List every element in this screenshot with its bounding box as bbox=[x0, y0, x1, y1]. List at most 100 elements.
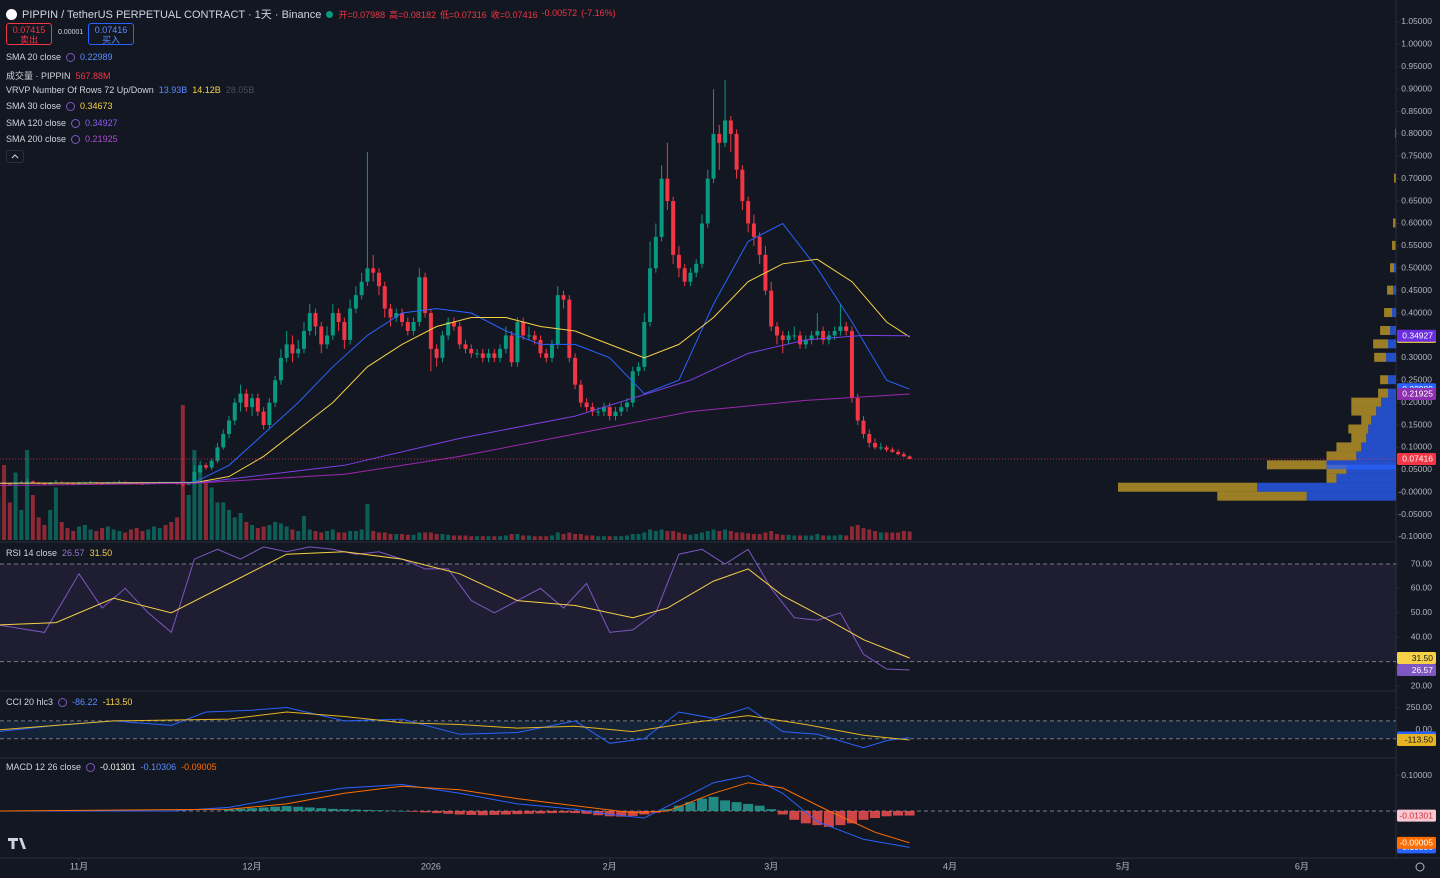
volume-bar bbox=[238, 513, 243, 540]
candle-body bbox=[711, 133, 716, 179]
profile-up bbox=[1381, 397, 1396, 407]
histogram-bar bbox=[408, 810, 419, 812]
legend-row[interactable]: CCI 20 hlc3 -86.22 -113.50 bbox=[6, 697, 132, 707]
collapse-button[interactable] bbox=[6, 150, 24, 163]
candle-body bbox=[901, 454, 906, 457]
profile-up bbox=[1388, 339, 1396, 349]
volume-bar bbox=[411, 534, 416, 540]
profile-up bbox=[1388, 388, 1396, 398]
volume-bar bbox=[798, 535, 803, 540]
y-tick-label: 50.00 bbox=[1411, 607, 1433, 617]
volume-bar bbox=[417, 532, 422, 540]
candle-body bbox=[601, 407, 606, 412]
legend-name: SMA 120 close bbox=[6, 118, 67, 128]
indicator-line bbox=[0, 258, 910, 484]
candle-body bbox=[844, 326, 849, 331]
axis-badge-label: 0.34927 bbox=[1402, 331, 1433, 341]
candle-body bbox=[526, 335, 531, 337]
volume-bar bbox=[601, 536, 606, 540]
candle-body bbox=[884, 447, 889, 450]
candle-body bbox=[313, 313, 318, 327]
volume-bar bbox=[261, 526, 266, 540]
axis-badge-label: -113.50 bbox=[1405, 735, 1433, 745]
candle-body bbox=[100, 483, 105, 485]
histogram-bar bbox=[696, 798, 707, 811]
histogram-bar bbox=[293, 806, 304, 811]
candle-body bbox=[636, 366, 641, 372]
volume-bar bbox=[88, 529, 93, 540]
eye-icon[interactable] bbox=[71, 134, 81, 144]
volume-bar bbox=[890, 532, 895, 540]
buy-price: 0.07416 bbox=[94, 25, 128, 35]
legend-row[interactable]: MACD 12 26 close -0.01301 -0.10306 -0.09005 bbox=[6, 762, 217, 772]
candle-body bbox=[203, 465, 208, 468]
histogram-bar bbox=[731, 802, 742, 811]
eye-icon[interactable] bbox=[86, 762, 96, 772]
candle-body bbox=[596, 411, 601, 413]
volume-bar bbox=[59, 522, 64, 540]
legend-row[interactable]: SMA 30 close 0.34673 bbox=[6, 101, 113, 111]
volume-bar bbox=[48, 510, 53, 540]
histogram-bar bbox=[858, 810, 869, 820]
volume-bar bbox=[140, 531, 145, 540]
legend-value: 14.12B bbox=[192, 85, 221, 95]
volume-bar bbox=[740, 532, 745, 540]
volume-bar bbox=[624, 535, 629, 540]
volume-bar bbox=[250, 525, 255, 540]
legend-row[interactable]: SMA 20 close 0.22989 bbox=[6, 52, 113, 62]
profile-down bbox=[1351, 397, 1382, 407]
profile-up bbox=[1395, 218, 1396, 228]
profile-up bbox=[1393, 285, 1396, 295]
candle-body bbox=[648, 268, 653, 323]
eye-icon[interactable] bbox=[58, 697, 68, 707]
legend-row[interactable]: SMA 120 close 0.34927 bbox=[6, 118, 118, 128]
volume-bar bbox=[907, 531, 912, 540]
symbol[interactable]: PIPPIN / TetherUS PERPETUAL CONTRACT · 1… bbox=[22, 9, 322, 21]
eye-icon[interactable] bbox=[71, 118, 81, 128]
candle-body bbox=[301, 330, 306, 349]
y-tick-label: 0.60000 bbox=[1401, 218, 1432, 228]
volume-bar bbox=[400, 534, 405, 540]
profile-up bbox=[1361, 442, 1396, 452]
candle-body bbox=[878, 447, 883, 449]
axis-badge bbox=[1397, 664, 1436, 677]
candle-body bbox=[244, 393, 249, 408]
candle-body bbox=[469, 348, 474, 354]
x-tick-label: 4月 bbox=[943, 861, 957, 871]
candle-body bbox=[342, 322, 347, 340]
candle-body bbox=[861, 420, 866, 434]
x-tick-label: 2026 bbox=[421, 861, 441, 871]
indicator-line bbox=[0, 711, 910, 741]
candle-body bbox=[348, 308, 353, 340]
y-tick-label: 0.55000 bbox=[1401, 240, 1432, 250]
volume-bar bbox=[734, 532, 739, 540]
axis-badge bbox=[1397, 652, 1436, 665]
legend-row[interactable]: RSI 14 close 26.57 31.50 bbox=[6, 548, 112, 558]
sell-button[interactable]: 0.07415 卖出 bbox=[6, 23, 52, 45]
histogram-bar bbox=[500, 810, 511, 815]
legend-row[interactable]: 成交量 · PIPPIN 567.88M bbox=[6, 69, 111, 82]
profile-down bbox=[1326, 451, 1357, 461]
eye-icon[interactable] bbox=[66, 52, 76, 62]
settings-icon[interactable] bbox=[1415, 862, 1425, 872]
candle-body bbox=[751, 223, 756, 237]
legend-row[interactable]: SMA 200 close 0.21925 bbox=[6, 134, 118, 144]
histogram-bar bbox=[800, 810, 811, 824]
buy-button[interactable]: 0.07416 买入 bbox=[88, 23, 134, 45]
volume-bar bbox=[694, 534, 699, 540]
y-tick-label: 0.20000 bbox=[1401, 397, 1432, 407]
y-tick-label: 0.70000 bbox=[1401, 173, 1432, 183]
axis-badge bbox=[1397, 733, 1436, 746]
eye-icon[interactable] bbox=[66, 101, 76, 111]
histogram-bar bbox=[823, 810, 834, 827]
volume-bar bbox=[77, 526, 82, 540]
legend-value: -0.01301 bbox=[100, 762, 136, 772]
histogram-bar bbox=[616, 810, 627, 817]
y-tick-label: 0.40000 bbox=[1401, 307, 1432, 317]
spread: 0.00001 bbox=[58, 29, 84, 36]
volume-bar bbox=[786, 534, 791, 540]
volume-bar bbox=[901, 531, 906, 540]
volume-bar bbox=[423, 532, 428, 540]
legend-row[interactable]: VRVP Number Of Rows 72 Up/Down 13.93B 14.1… bbox=[6, 85, 254, 95]
volume-bar bbox=[723, 529, 728, 540]
